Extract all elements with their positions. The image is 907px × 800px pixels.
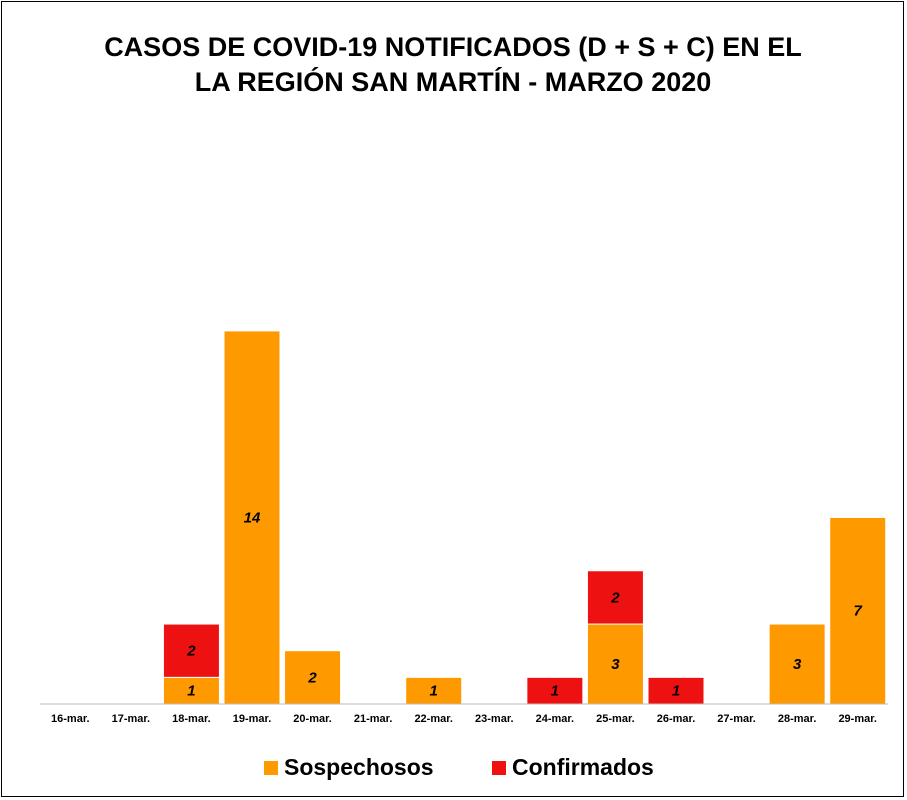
bar-segment [647,676,705,705]
bar-segment [162,623,220,678]
bar-segment [223,330,281,705]
x-tick-label: 16-mar. [51,713,90,725]
x-tick-label: 24-mar. [536,713,575,725]
data-label: 3 [793,656,802,673]
bar-segment [829,516,887,705]
x-tick-label: 26-mar. [657,713,696,725]
chart-title: CASOS DE COVID-19 NOTIFICADOS (D + S + C… [104,32,802,97]
data-label: 2 [186,643,196,660]
x-tick-label: 20-mar. [293,713,332,725]
bar-segment [586,570,644,625]
x-tick-label: 27-mar. [717,713,756,725]
data-label: 7 [854,603,863,620]
data-label: 2 [307,669,317,686]
x-tick-label: 22-mar. [414,713,453,725]
x-tick-label: 28-mar. [778,713,817,725]
data-label: 1 [430,683,438,700]
legend-label: Sospechosos [284,754,434,780]
x-tick-label: 29-mar. [838,713,877,725]
bar-segment [586,623,644,705]
bar-segment [526,676,584,705]
data-label: 2 [610,589,620,606]
data-label: 1 [551,683,559,700]
x-tick-label: 18-mar. [172,713,211,725]
data-label: 1 [672,683,680,700]
legend-swatch [492,761,506,775]
x-tick-label: 19-mar. [233,713,272,725]
legend-label: Confirmados [512,754,654,780]
x-tick-label: 21-mar. [354,713,393,725]
x-tick-label: 23-mar. [475,713,514,725]
x-tick-label: 17-mar. [112,713,151,725]
x-tick-label: 25-mar. [596,713,635,725]
data-label: 14 [244,509,261,526]
data-label: 1 [187,683,195,700]
data-label: 3 [611,656,620,673]
legend-swatch [264,761,278,775]
